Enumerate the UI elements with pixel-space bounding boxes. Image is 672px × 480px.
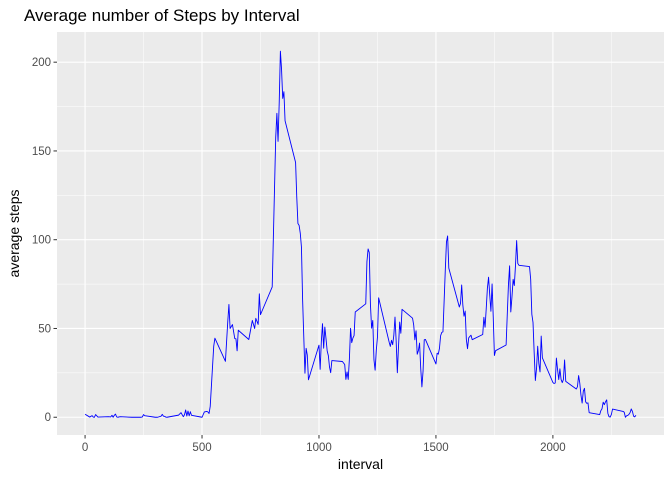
- y-axis: 0 50 100 150 200: [32, 57, 57, 424]
- y-tick-label: 200: [32, 57, 51, 69]
- series-layer: [84, 50, 637, 418]
- chart-title: Average number of Steps by Interval: [24, 6, 300, 25]
- y-tick-label: 100: [32, 235, 51, 247]
- x-tick-label: 2000: [540, 442, 566, 454]
- major-gridlines: [57, 32, 664, 435]
- x-tick-label: 500: [192, 442, 211, 454]
- plot-panel: [57, 32, 664, 435]
- x-tick-label: 1500: [423, 442, 449, 454]
- x-tick-label: 0: [82, 442, 88, 454]
- y-tick-label: 150: [32, 146, 51, 158]
- series-line: [84, 50, 637, 418]
- y-axis-title: average steps: [6, 190, 22, 278]
- y-tick-label: 0: [45, 412, 51, 424]
- y-tick-label: 50: [38, 323, 51, 335]
- x-tick-label: 1000: [306, 442, 332, 454]
- minor-gridlines: [57, 32, 664, 435]
- x-axis-title: interval: [338, 456, 383, 472]
- x-axis: 0 500 1000 1500 2000: [82, 435, 566, 454]
